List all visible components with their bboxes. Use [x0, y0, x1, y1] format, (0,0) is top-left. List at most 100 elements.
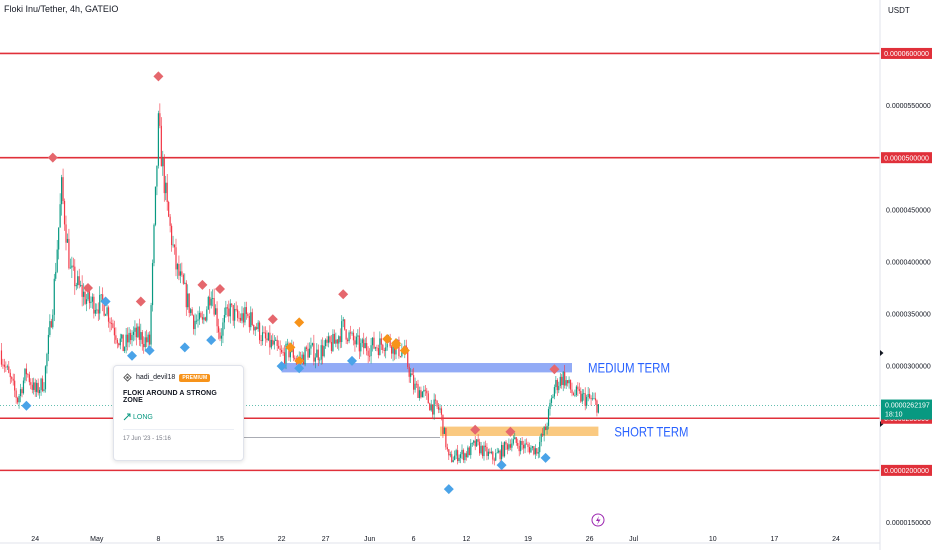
signal-marker[interactable] — [153, 71, 164, 82]
candle — [50, 318, 52, 328]
y-tick-label: 0.0000400000 — [886, 259, 931, 266]
candle — [53, 273, 55, 322]
medium-term-zone[interactable] — [281, 363, 572, 373]
candle — [489, 448, 491, 455]
candle — [484, 440, 487, 452]
candle — [559, 373, 561, 389]
candle — [435, 394, 437, 405]
signal-marker[interactable] — [470, 424, 481, 435]
signal-marker[interactable] — [100, 296, 111, 307]
candle — [260, 334, 262, 346]
x-tick-label: 22 — [278, 536, 286, 543]
candle — [479, 438, 481, 456]
candle — [499, 449, 501, 462]
signal-marker[interactable] — [540, 452, 551, 463]
x-tick-label: Jul — [629, 536, 638, 543]
flash-event-icon[interactable] — [591, 513, 605, 527]
signal-marker[interactable] — [285, 342, 296, 353]
candle — [30, 378, 32, 390]
short-term-zone[interactable] — [440, 426, 599, 436]
signal-marker[interactable] — [294, 355, 305, 366]
candle — [575, 385, 577, 397]
signal-marker[interactable] — [135, 296, 146, 307]
candle — [597, 404, 599, 414]
candle — [305, 345, 308, 352]
candle — [364, 337, 366, 349]
candle — [52, 309, 54, 330]
y-tick-label: 0.0000350000 — [886, 312, 931, 319]
candle — [43, 382, 45, 393]
candle — [97, 302, 99, 322]
candle — [40, 377, 42, 396]
last-price-text: 0.0000262197 — [885, 403, 930, 410]
candle — [565, 376, 567, 389]
card-divider — [123, 429, 234, 430]
candle — [151, 259, 154, 312]
signal-marker[interactable] — [549, 364, 560, 375]
candle — [232, 304, 234, 326]
signal-marker[interactable] — [347, 355, 357, 366]
signal-marker[interactable] — [206, 335, 217, 346]
candle — [421, 390, 423, 398]
idea-card[interactable]: hadi_devil18 PREMIUM FLOKI AROUND A STRO… — [113, 365, 244, 461]
candle — [138, 318, 140, 346]
x-tick-label: 8 — [156, 536, 160, 543]
signal-marker[interactable] — [294, 317, 305, 328]
signal-marker[interactable] — [399, 345, 410, 356]
signal-marker[interactable] — [391, 340, 401, 351]
candle — [470, 438, 472, 459]
candle — [12, 373, 14, 386]
currency-label[interactable]: USDT — [888, 6, 910, 15]
candle — [242, 307, 245, 328]
candle — [264, 326, 267, 347]
candle — [574, 389, 576, 398]
candle — [467, 445, 469, 458]
candle — [550, 394, 553, 407]
signal-marker[interactable] — [127, 350, 137, 361]
candle — [335, 332, 337, 348]
signal-marker[interactable] — [496, 460, 507, 471]
idea-author[interactable]: hadi_devil18 PREMIUM — [123, 373, 234, 382]
x-tick-label: May — [90, 536, 104, 543]
candle — [24, 368, 26, 384]
candle — [266, 330, 268, 343]
signal-marker[interactable] — [21, 400, 32, 411]
candle — [542, 427, 544, 437]
candle — [99, 286, 101, 320]
signal-marker[interactable] — [267, 314, 278, 325]
signal-marker[interactable] — [215, 284, 225, 295]
signal-marker[interactable] — [294, 363, 305, 374]
x-tick-label: 27 — [322, 536, 330, 543]
signal-marker[interactable] — [197, 279, 208, 290]
candle — [250, 306, 252, 331]
candle — [72, 257, 74, 271]
signal-marker[interactable] — [47, 152, 58, 163]
candle — [329, 335, 331, 344]
signal-marker[interactable] — [505, 426, 516, 437]
candle — [327, 332, 330, 348]
candle — [49, 314, 51, 338]
price-axis-panel[interactable] — [880, 0, 932, 550]
signal-marker[interactable] — [83, 282, 93, 293]
signal-marker[interactable] — [144, 345, 155, 356]
candle — [391, 344, 393, 359]
candle — [285, 341, 287, 370]
candle — [370, 338, 372, 364]
idea-title[interactable]: FLOKI AROUND A STRONG ZONE — [123, 390, 217, 404]
signal-marker[interactable] — [276, 361, 287, 372]
candle — [65, 215, 67, 251]
signal-marker[interactable] — [443, 484, 454, 495]
candle — [534, 444, 536, 460]
signal-marker[interactable] — [179, 342, 190, 353]
idea-date: 17 Jun '23 - 15:16 — [123, 436, 171, 442]
signal-marker[interactable] — [338, 289, 349, 300]
candle — [511, 438, 513, 452]
candle — [63, 198, 66, 231]
candle — [135, 323, 137, 346]
signal-marker[interactable] — [382, 334, 393, 345]
candle — [596, 399, 598, 417]
candle — [171, 223, 173, 252]
candle — [44, 365, 47, 393]
